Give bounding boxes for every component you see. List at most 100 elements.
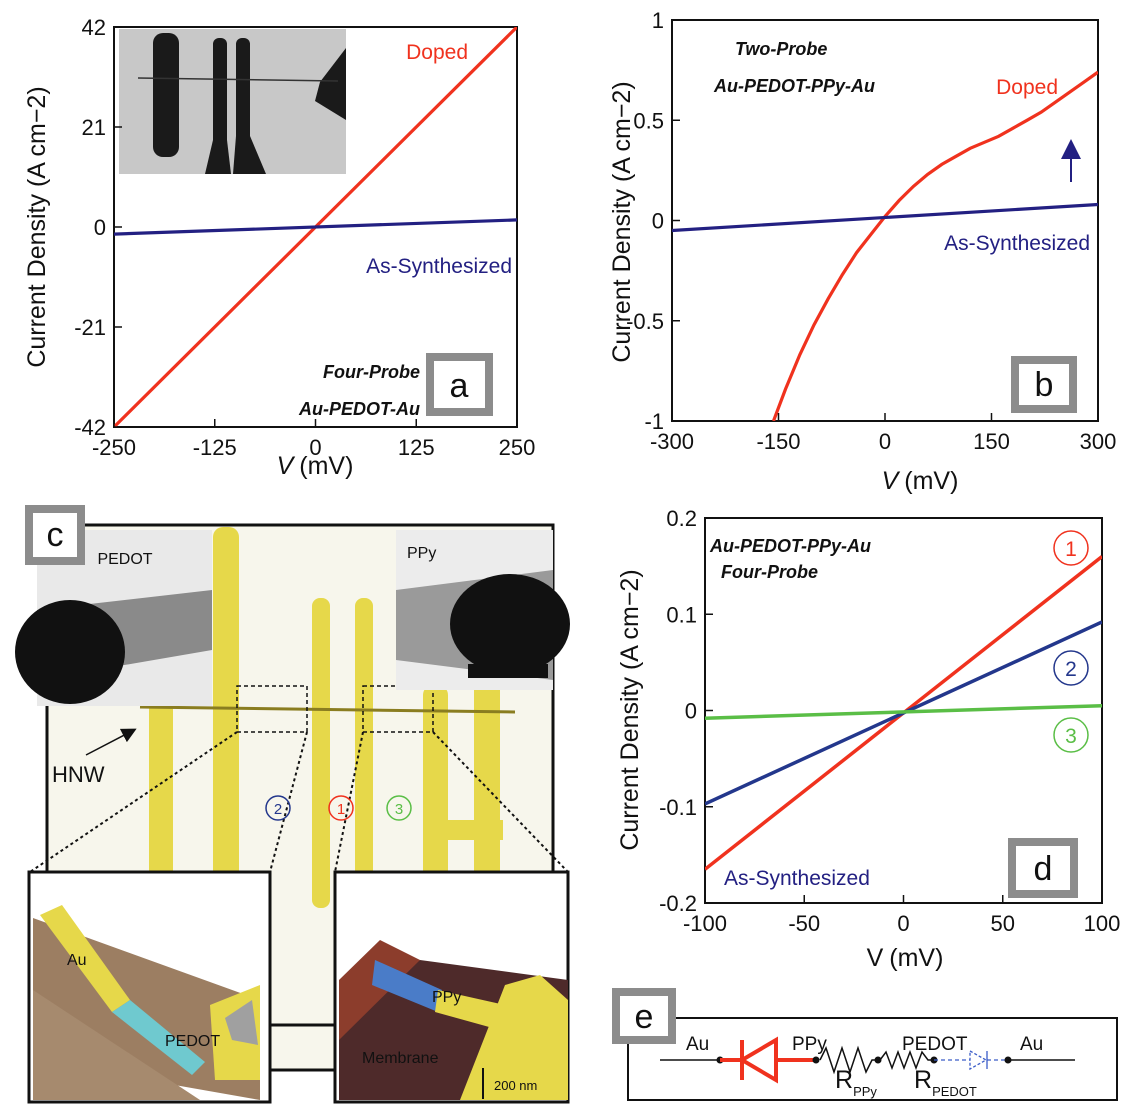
panel-d-y-tick-label: -0.2 bbox=[659, 891, 697, 916]
panel-b-plot-frame bbox=[671, 19, 1099, 422]
panel-e-circuit bbox=[660, 1036, 1075, 1084]
panel-b-x-tick-label: -300 bbox=[650, 429, 694, 454]
panel-d-series-1-marker: 1 bbox=[1053, 530, 1089, 566]
panel-c-segment-1-marker: 1 bbox=[328, 795, 354, 821]
panel-e-letter-badge bbox=[612, 988, 676, 1044]
panel-c-afm-right: PPy Membrane 200 nm bbox=[333, 870, 570, 1104]
panel-a-x-tick-label: 0 bbox=[309, 435, 321, 460]
panel-a-as-synthesized-label: As-Synthesized bbox=[366, 255, 512, 278]
panel-a-series-line-2 bbox=[114, 218, 517, 236]
panel-b-y-tick-label: 1 bbox=[652, 8, 664, 33]
panel-e-resistor-pedot-icon bbox=[879, 1049, 934, 1071]
panel-b-y-tick-label: 0.5 bbox=[633, 108, 664, 133]
panel-d-y-tick-label: 0.2 bbox=[666, 506, 697, 531]
panel-d-y-tick-label: 0.1 bbox=[666, 602, 697, 627]
panel-c-inset-pedot: PEDOT bbox=[15, 530, 212, 706]
panel-c-segment-2-marker: 2 bbox=[265, 795, 291, 821]
panel-c-height-scale-label: 200 nm bbox=[494, 1078, 537, 1093]
panel-d-x-tick-label: 100 bbox=[1084, 911, 1121, 936]
panel-a-y-tick-label: 21 bbox=[82, 115, 106, 140]
panel-c-zoom-line bbox=[432, 731, 569, 873]
panel-d-plot-area bbox=[705, 555, 1102, 871]
panel-a-x-tick-label: 250 bbox=[499, 435, 536, 460]
panel-b-x-tick-label: 0 bbox=[879, 429, 891, 454]
panel-c-hnw-arrow-icon bbox=[85, 728, 137, 756]
panel-d-x-axis-label: V (mV) bbox=[867, 944, 944, 972]
panel-e-au-right-label: Au bbox=[1020, 1034, 1043, 1055]
panel-e-au-left-label: Au bbox=[686, 1034, 709, 1055]
panel-b-x-axis-label: V (mV) bbox=[882, 467, 959, 495]
panel-d-series-3-label: 3 bbox=[1065, 725, 1077, 748]
panel-b-letter-badge bbox=[1011, 356, 1077, 413]
panel-b-y-tick-label: -0.5 bbox=[626, 309, 664, 334]
panel-a-y-axis-label: Current Density (A cm−2) bbox=[23, 86, 51, 367]
panel-a-y-tick-label: -42 bbox=[74, 415, 106, 440]
panel-c-afm-left-au-label: Au bbox=[67, 952, 87, 969]
panel-e-pedot-label: PEDOT bbox=[902, 1034, 968, 1055]
panel-d-series-line-3 bbox=[705, 703, 1102, 720]
panel-c-hnw-label: HNW bbox=[52, 762, 105, 787]
panel-b: -300 -150 0 150 300 1 0.5 0 -0.5 -1 Two-Probe Au-… bbox=[608, 8, 1116, 495]
panel-c-inset-pedot-label: PEDOT bbox=[97, 551, 152, 568]
panel-b-x-tick-label: 150 bbox=[973, 429, 1010, 454]
panel-a-x-tick-label: -125 bbox=[193, 435, 237, 460]
panel-b-as-synthesized-label: As-Synthesized bbox=[944, 232, 1090, 255]
panel-a-letter: a bbox=[450, 367, 469, 405]
panel-d-letter-badge bbox=[1008, 838, 1078, 898]
panel-a-ticks: -250 -125 0 125 250 42 21 0 -21 -42 bbox=[74, 15, 535, 460]
panel-b-plot-area bbox=[672, 70, 1098, 421]
panel-b-letter: b bbox=[1035, 366, 1054, 404]
panel-e-resistor-ppy-icon bbox=[819, 1045, 878, 1075]
panel-e-ppy-label: PPy bbox=[792, 1034, 827, 1055]
panel-a-y-tick-label: -21 bbox=[74, 315, 106, 340]
panel-d-y-tick-label: -0.1 bbox=[659, 795, 697, 820]
panel-a-annotation-line1: Four-Probe bbox=[323, 362, 420, 382]
panel-a-x-tick-label: 125 bbox=[398, 435, 435, 460]
panel-a-letter-badge bbox=[426, 353, 493, 416]
panel-c-afm-right-membrane-label: Membrane bbox=[362, 1050, 439, 1067]
panel-e-dashed-diode-icon bbox=[969, 1049, 988, 1071]
panel-d-y-tick-label: 0 bbox=[685, 699, 697, 724]
panel-e: e Au PPy PEDOT Au RPPy RPEDOT bbox=[612, 988, 1118, 1101]
panel-d-series-3-marker: 3 bbox=[1053, 717, 1089, 753]
panel-b-y-tick-label: -1 bbox=[644, 409, 664, 434]
panel-d-y-axis-label: Current Density (A cm−2) bbox=[616, 569, 644, 850]
panel-e-frame bbox=[627, 1017, 1118, 1101]
panel-d-series-1-label: 1 bbox=[1065, 538, 1077, 561]
panel-d-letter: d bbox=[1034, 850, 1053, 888]
panel-d-as-synthesized-label: As-Synthesized bbox=[724, 867, 870, 890]
panel-c-nanowire bbox=[139, 705, 516, 714]
panel-d-series-2-label: 2 bbox=[1065, 658, 1077, 681]
panel-b-doped-label: Doped bbox=[996, 76, 1058, 99]
panel-b-ticks: -300 -150 0 150 300 1 0.5 0 -0.5 -1 bbox=[626, 8, 1116, 454]
panel-e-letter: e bbox=[635, 998, 654, 1036]
panel-c-inset-ppy-label: PPy bbox=[407, 545, 436, 562]
panel-a-y-tick-label: 0 bbox=[94, 215, 106, 240]
panel-d-x-tick-label: 0 bbox=[897, 911, 909, 936]
panel-a-annotation-line2: Au-PEDOT-Au bbox=[298, 399, 420, 419]
panel-a-doped-label: Doped bbox=[406, 41, 468, 64]
panel-b-y-axis-label: Current Density (A cm−2) bbox=[608, 81, 636, 362]
panel-c: PEDOT PPy c HNW 2 1 3 bbox=[15, 505, 570, 1104]
panel-a-x-tick-label: -250 bbox=[92, 435, 136, 460]
panel-b-series-line-2 bbox=[672, 202, 1098, 233]
panel-c-segment-3-label: 3 bbox=[395, 801, 403, 818]
panel-b-series-line-1 bbox=[772, 70, 1098, 421]
panel-b-annotation-line1: Two-Probe bbox=[735, 39, 827, 59]
panel-b-x-tick-label: -150 bbox=[756, 429, 800, 454]
panel-b-x-tick-label: 300 bbox=[1080, 429, 1117, 454]
panel-e-r-pedot-label: RPEDOT bbox=[914, 1066, 977, 1099]
panel-c-gold-electrodes bbox=[149, 527, 503, 930]
panel-b-annotation-line2: Au-PEDOT-PPy-Au bbox=[713, 76, 875, 96]
panel-d-x-tick-label: -50 bbox=[788, 911, 820, 936]
panel-a-plot-area bbox=[114, 27, 517, 427]
panel-c-segment-1-label: 1 bbox=[337, 801, 345, 818]
panel-d-ticks: -100 -50 0 50 100 0.2 0.1 0 -0.1 -0.2 bbox=[659, 506, 1120, 936]
panel-a-y-tick-label: 42 bbox=[82, 15, 106, 40]
panel-c-letter-badge bbox=[25, 505, 85, 565]
panel-c-segment-3-marker: 3 bbox=[386, 795, 412, 821]
panel-c-afm-left: Au PEDOT bbox=[27, 870, 272, 1104]
panel-c-zoom-box-left bbox=[236, 685, 308, 733]
panel-d-series-2-marker: 2 bbox=[1053, 650, 1089, 686]
